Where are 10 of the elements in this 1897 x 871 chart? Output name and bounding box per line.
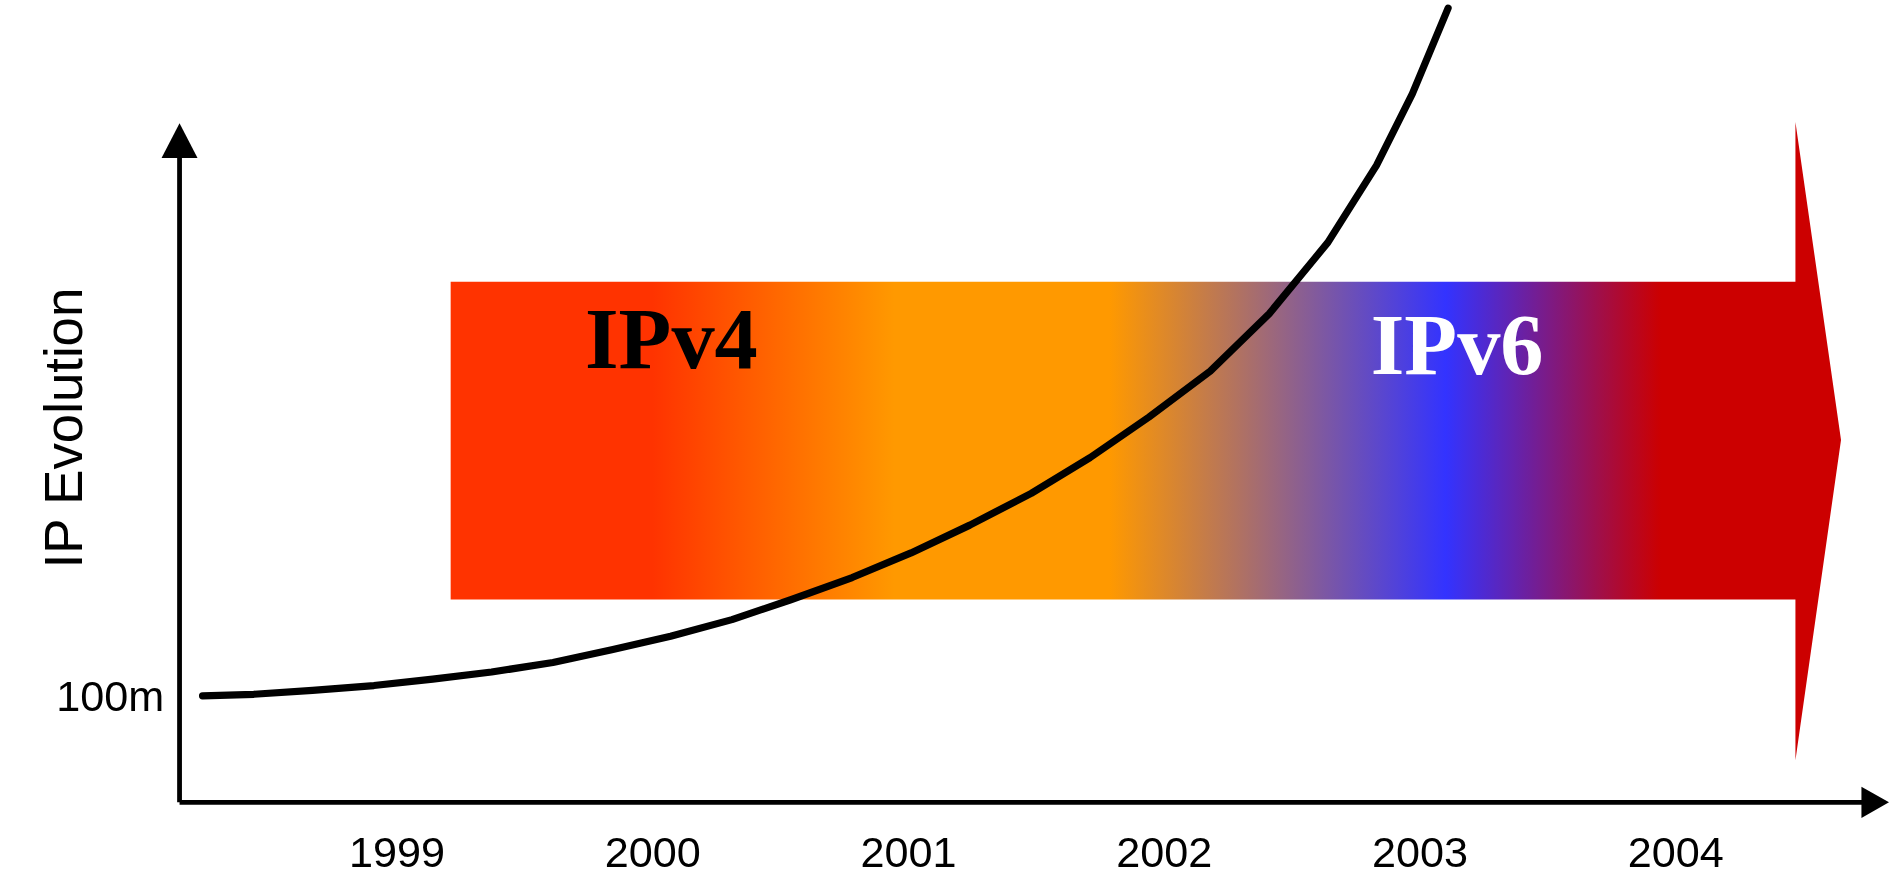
annotation: IPv6	[1370, 297, 1544, 394]
annotation: 100m	[56, 672, 165, 721]
x-tick-label: 2003	[1371, 828, 1469, 871]
y-axis-title: IP Evolution	[34, 287, 94, 569]
annotation: IPv4	[585, 291, 758, 388]
x-tick-label: 2000	[604, 828, 701, 871]
x-tick-label: 2001	[860, 828, 957, 871]
x-tick-label: 2004	[1627, 828, 1724, 871]
x-tick-label: 2002	[1116, 828, 1213, 871]
x-tick-label: 1999	[348, 828, 445, 871]
